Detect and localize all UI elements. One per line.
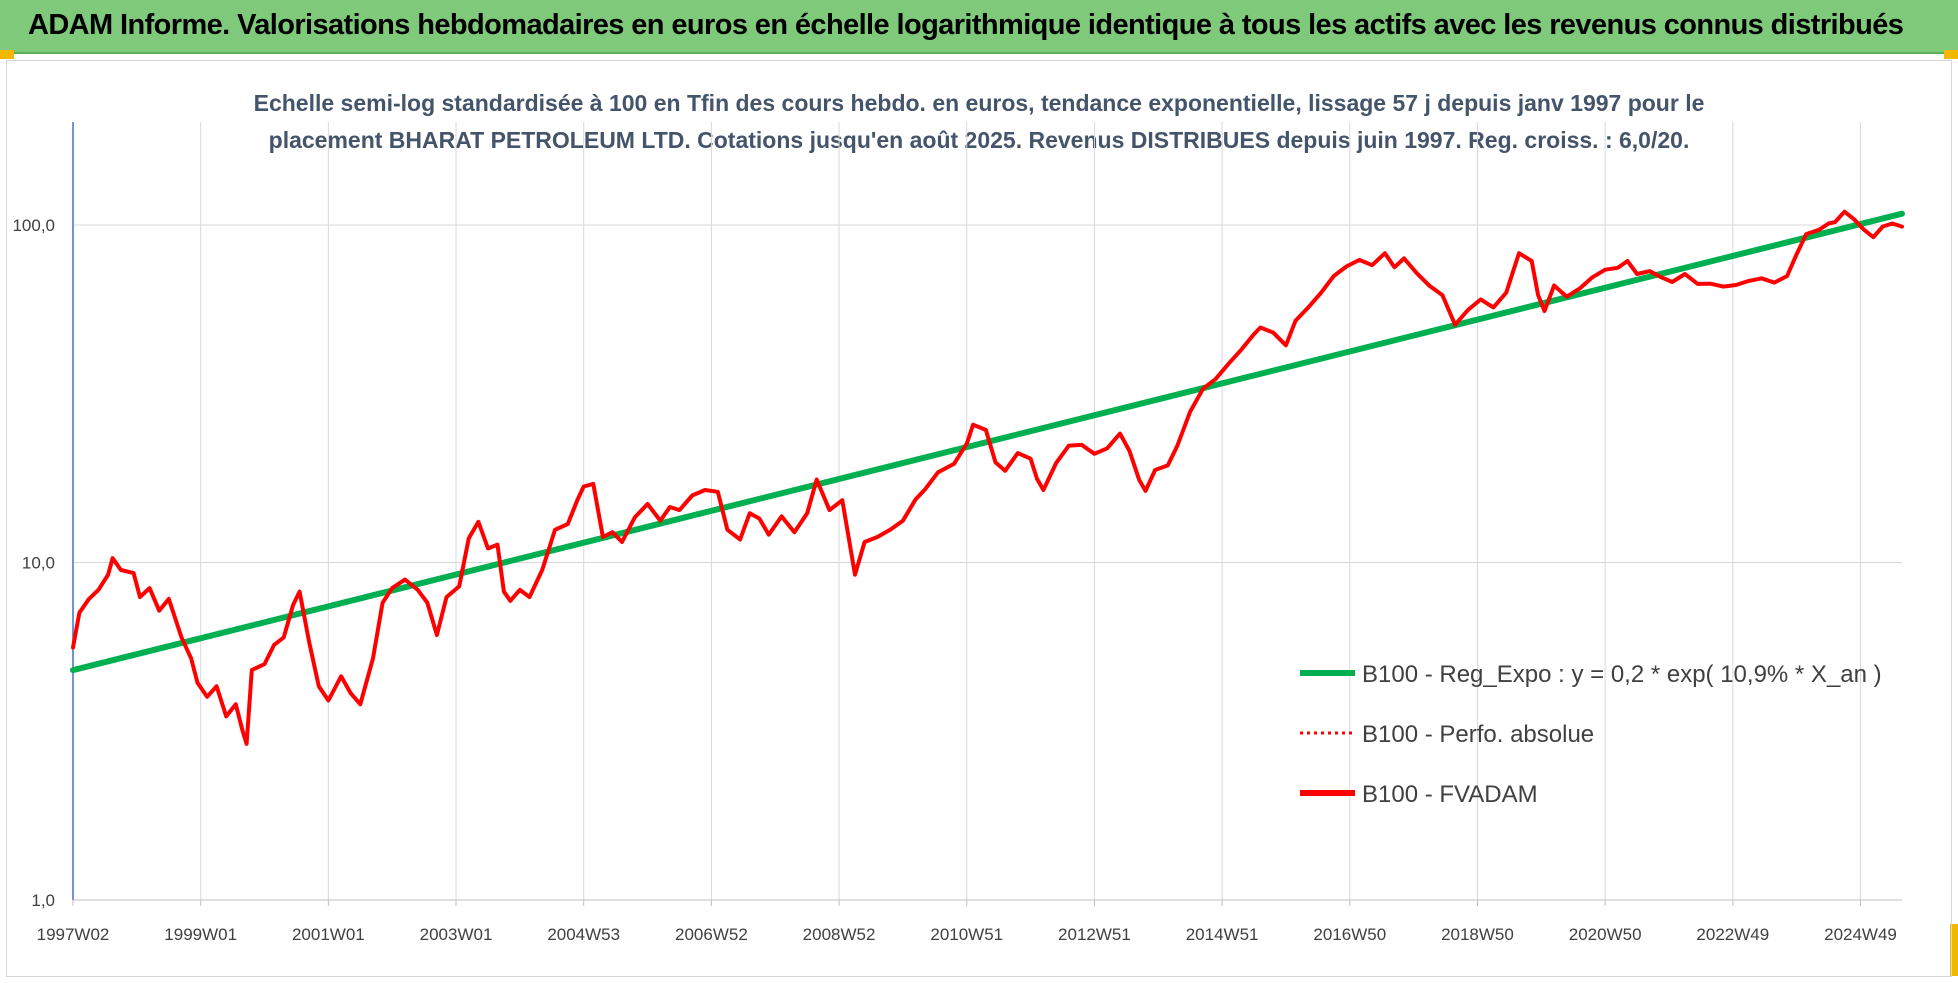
legend-label-1: B100 - Perfo. absolue (1362, 721, 1594, 748)
x-tick-label: 2006W52 (675, 925, 748, 944)
x-tick-label: 2003W01 (420, 925, 493, 944)
x-tick-label: 2012W51 (1058, 925, 1131, 944)
x-tick-label: 2010W51 (930, 925, 1003, 944)
x-tick-label: 2008W52 (803, 925, 876, 944)
x-tick-label: 2024W49 (1824, 925, 1897, 944)
chart-frame (6, 60, 1952, 977)
corner-marker-top-right (1944, 50, 1958, 59)
chart-subtitle-line-1: Echelle semi-log standardisée à 100 en T… (254, 90, 1705, 116)
y-tick-label: 10,0 (22, 554, 55, 573)
x-tick-label: 2014W51 (1186, 925, 1259, 944)
title-banner: ADAM Informe. Valorisations hebdomadaire… (0, 0, 1958, 54)
x-tick-label: 2020W50 (1569, 925, 1642, 944)
page-title: ADAM Informe. Valorisations hebdomadaire… (28, 9, 1904, 41)
x-tick-label: 1999W01 (164, 925, 237, 944)
y-tick-label: 100,0 (12, 216, 55, 235)
chart-subtitle-line-2: placement BHARAT PETROLEUM LTD. Cotation… (269, 127, 1690, 153)
gridlines (73, 122, 1902, 901)
x-tick-label: 1997W02 (37, 925, 110, 944)
corner-marker-top-left (0, 50, 14, 59)
legend-label-2: B100 - FVADAM (1362, 781, 1538, 808)
legend-label-0: B100 - Reg_Expo : y = 0,2 * exp( 10,9% *… (1362, 661, 1882, 688)
legend: B100 - Reg_Expo : y = 0,2 * exp( 10,9% *… (1300, 661, 1882, 808)
corner-marker-bottom-right (1950, 924, 1958, 976)
y-tick-label: 1,0 (31, 891, 55, 910)
x-tick-label: 2018W50 (1441, 925, 1514, 944)
series-line-2 (71, 209, 1904, 746)
x-tick-label: 2022W49 (1696, 925, 1769, 944)
axes: 1997W02 1999W01 2001W01 2003W01 2004W53 2006W… (12, 122, 1902, 944)
x-tick-label: 2004W53 (547, 925, 620, 944)
series-lines (70, 209, 1905, 746)
x-tick-label: 2016W50 (1313, 925, 1386, 944)
x-tick-label: 2001W01 (292, 925, 365, 944)
